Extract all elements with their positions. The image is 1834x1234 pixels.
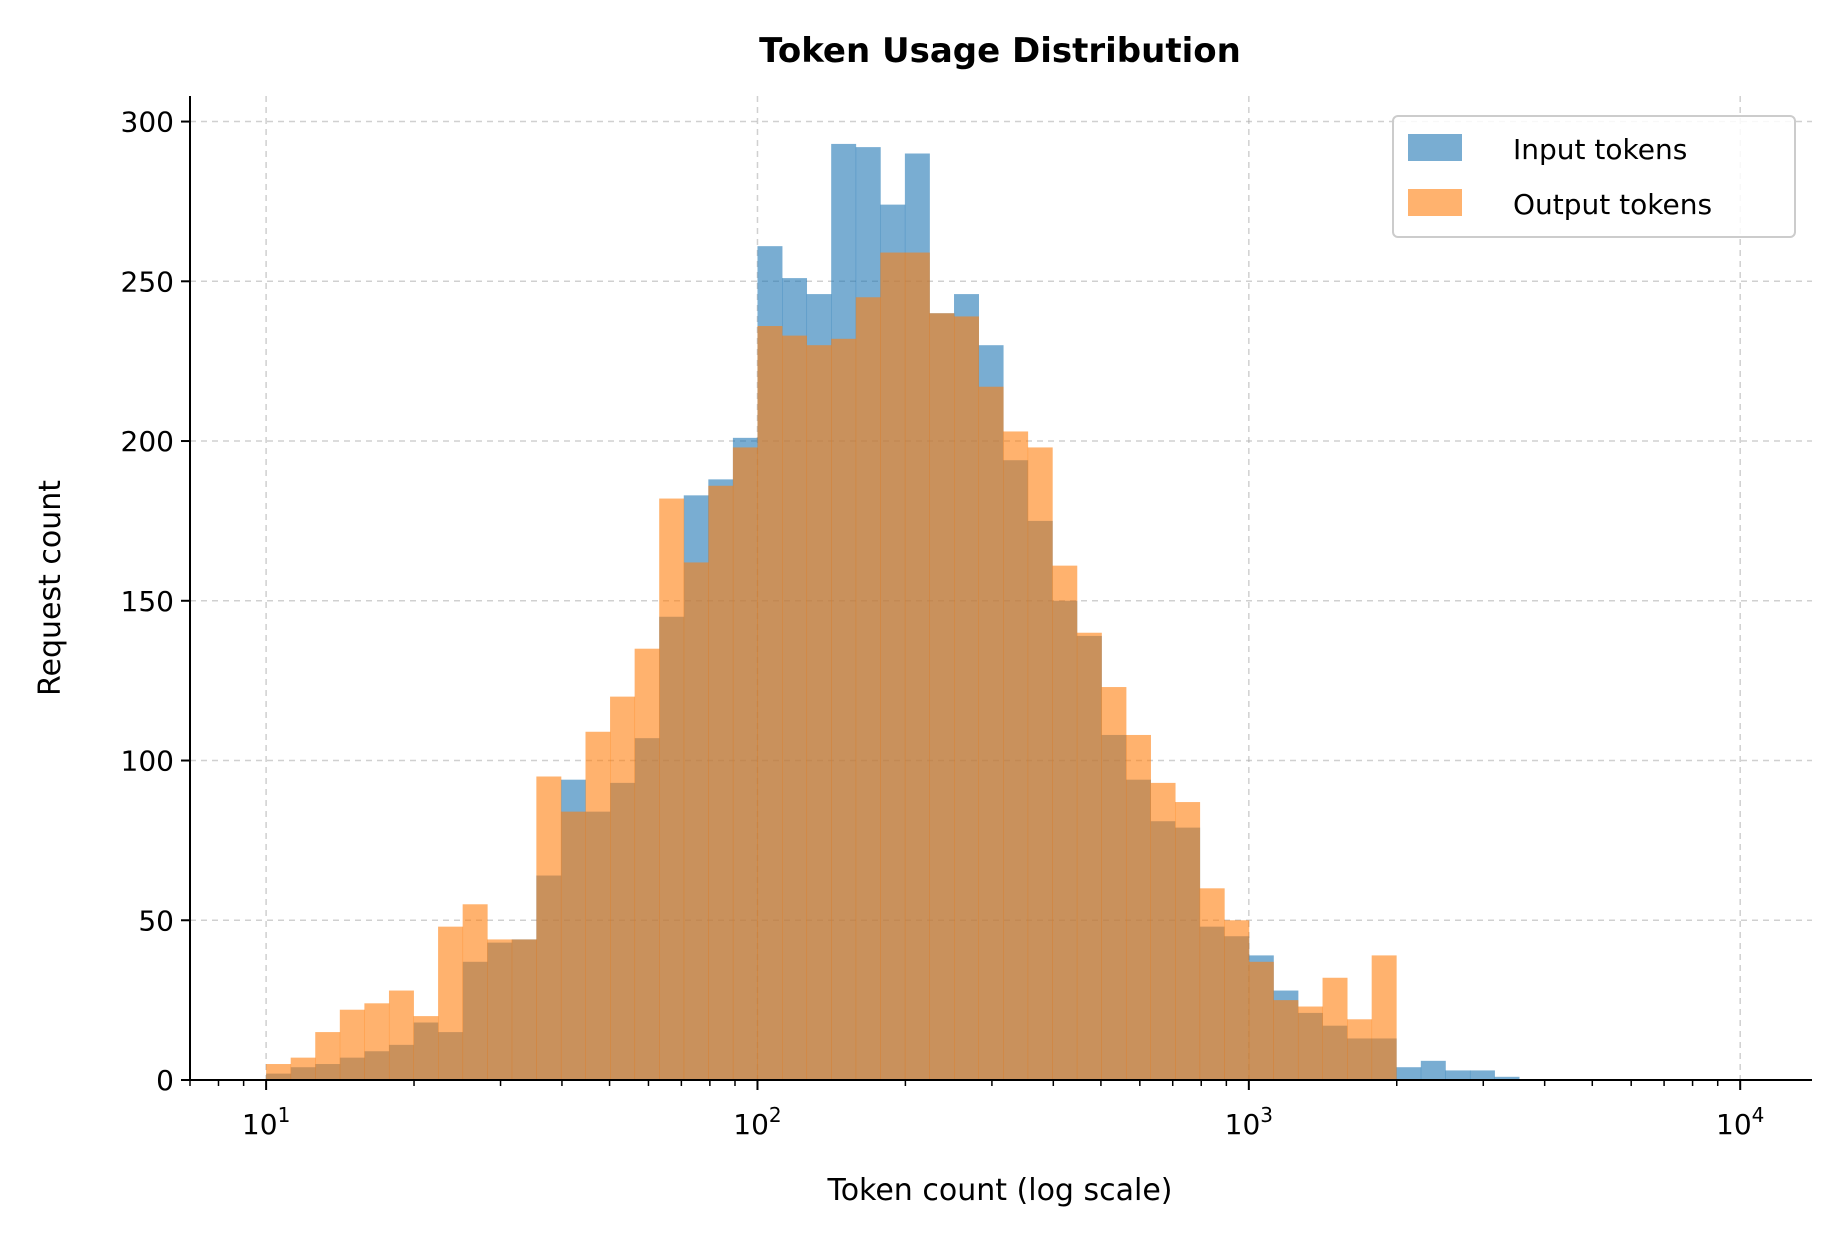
- output-bar: [732, 447, 758, 1080]
- output-bar: [831, 338, 857, 1081]
- input-bar: [1396, 1067, 1422, 1080]
- output-bar: [1273, 1000, 1299, 1080]
- legend: Input tokens Output tokens: [1392, 115, 1796, 238]
- output-bar: [683, 562, 709, 1080]
- output-bar: [904, 252, 930, 1080]
- y-tick-label: 0: [156, 1064, 174, 1097]
- axes: [189, 96, 1812, 1081]
- output-bar: [1297, 1006, 1323, 1080]
- y-tick-label: 100: [121, 745, 174, 778]
- output-bar: [339, 1009, 365, 1080]
- input-bar: [1469, 1070, 1495, 1080]
- output-bar: [978, 386, 1004, 1080]
- chart-title: Token Usage Distribution: [759, 31, 1241, 71]
- output-bar: [1224, 920, 1250, 1080]
- output-bar: [462, 904, 488, 1080]
- output-bar: [585, 731, 611, 1080]
- output-bar: [511, 939, 537, 1080]
- x-tick-label: 101: [242, 1103, 290, 1141]
- output-bar: [708, 485, 734, 1080]
- legend-swatch-output: [1408, 189, 1462, 216]
- output-bar: [1076, 632, 1102, 1080]
- output-bar: [290, 1057, 316, 1080]
- output-bar: [388, 990, 414, 1080]
- input-bar: [1494, 1076, 1520, 1080]
- x-tick-label: 104: [1716, 1103, 1764, 1141]
- output-bar: [929, 313, 955, 1080]
- output-bar: [1248, 961, 1274, 1080]
- x-tick-labels: 101 102 103 104: [189, 1080, 1764, 1141]
- input-bar: [1445, 1070, 1471, 1080]
- output-bar: [1101, 687, 1127, 1080]
- output-bar: [1199, 888, 1225, 1080]
- output-tokens-bars: [266, 252, 1397, 1081]
- output-bar: [266, 1064, 292, 1080]
- output-bar: [634, 648, 660, 1080]
- output-bar: [560, 811, 586, 1080]
- output-bar: [438, 926, 464, 1080]
- output-bar: [1371, 955, 1397, 1080]
- output-bar: [1125, 734, 1151, 1080]
- output-bar: [659, 498, 685, 1081]
- y-tick-label: 300: [121, 106, 174, 139]
- output-bar: [413, 1016, 439, 1080]
- output-bar: [1150, 782, 1176, 1080]
- y-tick-labels: 0 50 100 150 200 250 300: [121, 106, 190, 1097]
- output-bar: [1322, 977, 1348, 1080]
- output-bar: [610, 696, 636, 1080]
- legend-box: [1392, 115, 1796, 238]
- output-bar: [782, 335, 808, 1081]
- output-bar: [1027, 447, 1053, 1080]
- output-bar: [954, 316, 979, 1081]
- y-tick-label: 50: [138, 904, 174, 937]
- legend-swatch-input: [1408, 134, 1462, 161]
- output-bar: [1347, 1019, 1373, 1080]
- output-bar: [1052, 565, 1078, 1080]
- output-bar: [487, 939, 513, 1080]
- output-bar: [757, 326, 783, 1080]
- output-bar: [806, 345, 832, 1080]
- output-bar: [364, 1003, 390, 1080]
- y-axis-label: Request count: [33, 480, 68, 696]
- x-tick-label: 103: [1225, 1103, 1273, 1141]
- output-bar: [1175, 802, 1201, 1080]
- output-bar: [1003, 431, 1029, 1080]
- legend-label-output: Output tokens: [1513, 188, 1712, 221]
- x-axis-label: Token count (log scale): [826, 1173, 1172, 1208]
- output-bar: [855, 297, 881, 1081]
- y-tick-label: 150: [121, 585, 174, 618]
- output-bar: [536, 776, 562, 1080]
- y-tick-label: 250: [121, 265, 174, 298]
- output-bar: [315, 1032, 341, 1080]
- input-bar: [1420, 1060, 1446, 1080]
- y-tick-label: 200: [121, 425, 174, 458]
- legend-label-input: Input tokens: [1513, 133, 1687, 166]
- output-bar: [880, 252, 906, 1080]
- x-tick-label: 102: [733, 1103, 781, 1141]
